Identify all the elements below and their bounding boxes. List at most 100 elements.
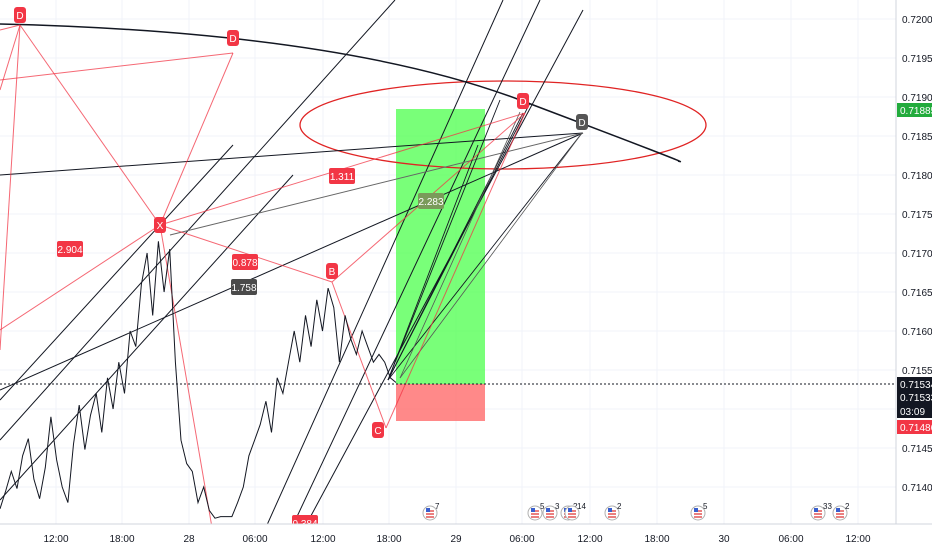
pattern-point-d: D: [517, 93, 529, 109]
ratio-label-text: 1.311: [330, 172, 355, 183]
price-label-text: 0.71533: [900, 393, 932, 404]
pattern-point-label: D: [229, 34, 236, 45]
pattern-line: [0, 52, 234, 81]
pattern-point-label: D: [16, 11, 23, 22]
arc-drawing: [0, 23, 682, 163]
pattern-line: [0, 224, 161, 331]
pattern-line: [159, 52, 234, 226]
ratio-label-text: 0.878: [232, 258, 257, 269]
price-label: 0.71486: [897, 420, 932, 434]
flag-icon-canton: [568, 508, 572, 512]
time-tick-label: 12:00: [577, 534, 602, 545]
long-position-stop-zone: [396, 384, 485, 421]
price-label-bg: [897, 420, 932, 434]
pattern-line: [0, 24, 21, 351]
pattern-point-d: D: [227, 30, 239, 46]
price-label-bg: [897, 390, 932, 404]
economic-event-badge: 5: [527, 502, 545, 521]
economic-event-badge: 2: [832, 502, 850, 521]
price-label: 0.71534: [897, 377, 932, 391]
trend-line: [285, 0, 541, 541]
flag-icon-canton: [426, 508, 430, 512]
pattern-point-b: B: [326, 263, 338, 279]
pattern-point-c: C: [372, 422, 384, 438]
ratio-label: 2.283: [418, 193, 444, 209]
pattern-point-label: D: [578, 118, 585, 129]
flag-icon-canton: [546, 508, 550, 512]
trend-line: [0, 174, 294, 501]
time-tick-label: 06:00: [509, 534, 534, 545]
pattern-point-badge: [326, 263, 338, 279]
pattern-point-badge: [227, 30, 239, 46]
time-tick-label: 29: [450, 534, 462, 545]
economic-event-badge: 3: [542, 502, 560, 521]
event-count: 3: [555, 502, 560, 511]
pattern-point-badge: [372, 422, 384, 438]
event-count: 2: [617, 502, 622, 511]
flag-icon-canton: [608, 508, 612, 512]
flag-icon-canton: [814, 508, 818, 512]
pattern-line: [19, 24, 161, 226]
ratio-label-text: 2.283: [418, 197, 443, 208]
flag-icon-canton: [694, 508, 698, 512]
pattern-line: [385, 112, 526, 429]
price-label-bg: [897, 377, 932, 391]
pattern-line: [331, 281, 387, 429]
fan-line: [387, 102, 531, 381]
ratio-label: 1.758: [231, 279, 257, 295]
price-label-text: 0.71534: [900, 380, 932, 391]
time-tick-label: 18:00: [644, 534, 669, 545]
time-tick-label: 06:00: [242, 534, 267, 545]
trend-line: [0, 144, 234, 401]
pattern-line: [0, 24, 21, 31]
price-label-bg: [897, 103, 932, 117]
economic-event-badge: 2: [604, 502, 622, 521]
pattern-point-badge: [576, 114, 588, 130]
pattern-point-badge: [517, 93, 529, 109]
pattern-point-d: D: [14, 7, 26, 23]
price-label: 0.71885: [897, 103, 932, 117]
ratio-label: 2.904: [57, 241, 83, 257]
price-label-bg: [897, 404, 932, 418]
fan-line: [399, 132, 583, 379]
time-tick-label: 28: [183, 534, 195, 545]
drawings: [0, 0, 896, 546]
event-count: 14: [577, 502, 586, 511]
ratio-label-bg: [57, 241, 83, 257]
event-count: 7: [435, 502, 440, 511]
price-label-text: 0.71486: [900, 423, 932, 434]
ratio-label: 0.878: [232, 254, 258, 270]
long-position-profit-zone: [396, 109, 485, 384]
fan-line: [387, 132, 583, 381]
time-tick-label: 06:00: [778, 534, 803, 545]
trend-line: [0, 0, 396, 441]
fan-line: [387, 99, 501, 381]
ratio-label-bg: [329, 168, 355, 184]
pattern-line: [159, 224, 333, 283]
trend-line: [0, 132, 584, 176]
price-label: 03:09: [897, 404, 932, 418]
ratio-label-bg: [418, 193, 444, 209]
trend-line: [0, 132, 584, 391]
ratio-label-text: 2.904: [57, 245, 82, 256]
event-count: 33: [823, 502, 832, 511]
time-tick-label: 12:00: [43, 534, 68, 545]
event-count: 5: [703, 502, 708, 511]
event-count: 2: [845, 502, 850, 511]
ellipse-drawing: [299, 80, 707, 170]
price-label-text: 03:09: [900, 407, 925, 418]
flag-icon-canton: [836, 508, 840, 512]
ratio-label-bg: [231, 279, 257, 295]
